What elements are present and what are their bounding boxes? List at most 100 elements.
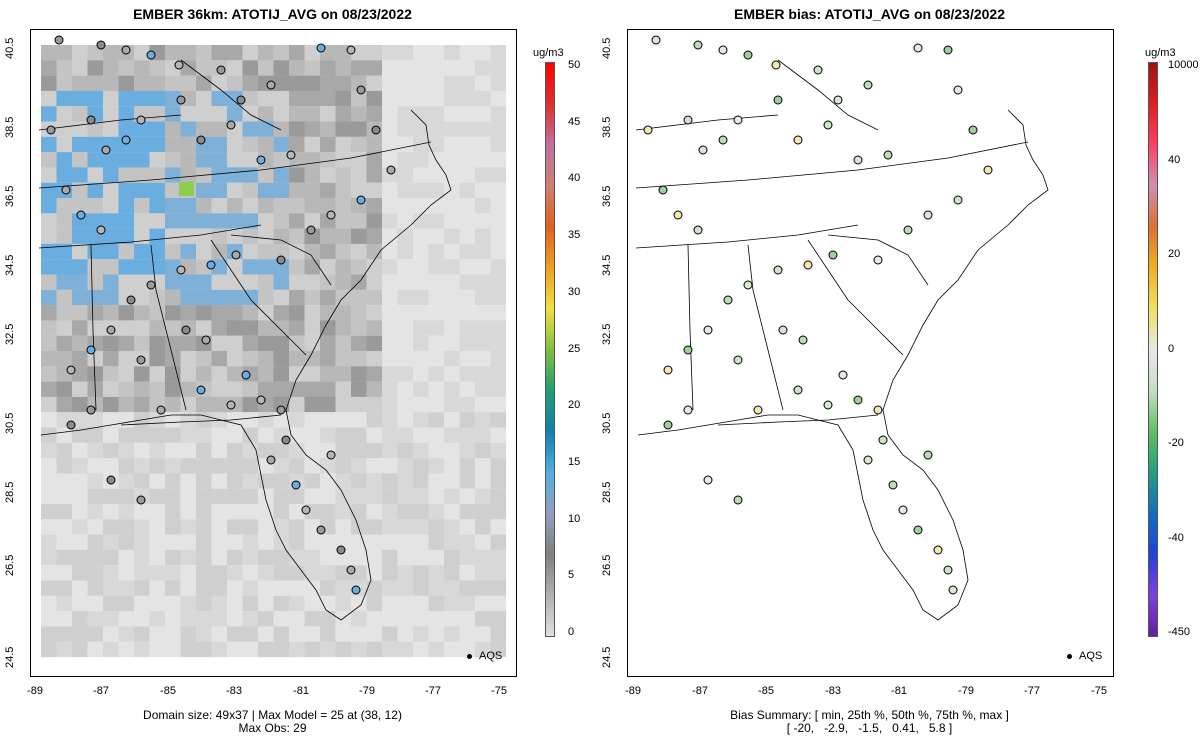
grid-cell: [475, 595, 491, 612]
grid-cell: [134, 458, 150, 474]
grid-cell: [490, 45, 507, 61]
grid-cell: [475, 351, 491, 367]
grid-cell: [304, 198, 321, 214]
grid-cell: [428, 595, 445, 612]
grid-cell: [165, 549, 181, 566]
grid-cell: [382, 504, 398, 520]
grid-cell: [134, 167, 150, 183]
grid-cell: [72, 473, 88, 489]
grid-cell: [149, 519, 166, 535]
bias-site-marker: [883, 150, 893, 160]
aqs-site-marker: [371, 125, 381, 135]
grid-cell: [304, 412, 321, 428]
aqs-site-marker: [66, 365, 76, 375]
state-line-wv-va: [777, 59, 879, 131]
grid-cell: [72, 381, 88, 397]
grid-cell: [444, 228, 460, 244]
grid-cell: [227, 351, 243, 367]
grid-cell: [72, 611, 88, 627]
grid-cell: [258, 243, 274, 260]
grid-cell: [459, 458, 476, 474]
grid-cell: [273, 289, 290, 306]
grid-cell: [490, 549, 507, 566]
grid-cell: [320, 243, 336, 260]
grid-cell: [413, 381, 429, 397]
grid-cell: [304, 243, 321, 260]
grid-cell: [413, 641, 429, 658]
grid-cell: [444, 121, 460, 137]
aqs-site-marker: [226, 400, 236, 410]
grid-cell: [382, 243, 398, 260]
grid-cell: [397, 289, 414, 306]
aqs-site-marker: [316, 525, 326, 535]
grid-cell: [41, 274, 57, 290]
grid-cell: [444, 335, 460, 352]
grid-cell: [227, 458, 243, 474]
grid-cell: [258, 565, 274, 581]
grid-cell: [242, 534, 259, 550]
grid-cell: [56, 320, 73, 336]
grid-cell: [320, 335, 336, 352]
aqs-site-marker: [386, 165, 396, 175]
grid-cell: [87, 519, 104, 535]
grid-cell: [211, 641, 228, 658]
grid-cell: [196, 458, 212, 474]
grid-cell: [273, 45, 290, 61]
grid-cell: [304, 182, 321, 199]
grid-cell: [459, 289, 476, 306]
grid-cell: [258, 167, 274, 183]
grid-cell: [475, 167, 491, 183]
grid-cell: [56, 45, 73, 61]
grid-cell: [351, 412, 367, 428]
grid-cell: [459, 136, 476, 153]
grid-cell: [490, 580, 507, 596]
grid-cell: [56, 167, 73, 183]
grid-cell: [475, 442, 491, 459]
grid-cell: [180, 75, 197, 91]
grid-cell: [134, 595, 150, 612]
grid-cell: [490, 396, 507, 413]
bias-site-marker: [693, 225, 703, 235]
grid-cell: [72, 75, 88, 91]
grid-cell: [459, 228, 476, 244]
grid-cell: [490, 442, 507, 459]
bias-site-marker: [718, 45, 728, 55]
grid-cell: [227, 213, 243, 229]
grid-cell: [258, 534, 274, 550]
grid-cell: [366, 259, 383, 275]
grid-cell: [490, 75, 507, 91]
grid-cell: [56, 488, 73, 505]
grid-cell: [118, 366, 135, 382]
grid-cell: [289, 458, 305, 474]
grid-cell: [72, 45, 88, 61]
grid-cell: [304, 442, 321, 459]
grid-cell: [444, 167, 460, 183]
grid-cell: [335, 75, 352, 91]
grid-cell: [304, 335, 321, 352]
grid-cell: [242, 136, 259, 153]
grid-cell: [134, 335, 150, 352]
grid-cell: [289, 580, 305, 596]
grid-cell: [227, 305, 243, 321]
grid-cell: [351, 473, 367, 489]
grid-cell: [382, 595, 398, 612]
grid-cell: [335, 198, 352, 214]
grid-cell: [444, 259, 460, 275]
grid-cell: [428, 626, 445, 642]
grid-cell: [459, 75, 476, 91]
grid-cell: [180, 351, 197, 367]
grid-cell: [227, 442, 243, 459]
grid-cell: [273, 626, 290, 642]
grid-cell: [289, 106, 305, 122]
grid-cell: [211, 366, 228, 382]
grid-cell: [180, 412, 197, 428]
grid-cell: [397, 213, 414, 229]
grid-cell: [382, 274, 398, 290]
bias-site-marker: [773, 95, 783, 105]
grid-cell: [397, 274, 414, 290]
grid-cell: [320, 366, 336, 382]
bias-site-marker: [813, 65, 823, 75]
grid-cell: [351, 152, 367, 168]
grid-cell: [459, 549, 476, 566]
grid-cell: [444, 519, 460, 535]
